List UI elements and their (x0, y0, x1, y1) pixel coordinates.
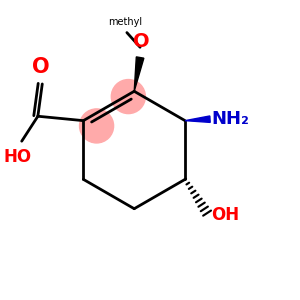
Polygon shape (185, 116, 210, 122)
Text: OH: OH (212, 206, 240, 224)
Text: methyl: methyl (108, 17, 142, 27)
Text: O: O (32, 58, 50, 77)
Text: HO: HO (3, 148, 32, 166)
Circle shape (80, 109, 114, 143)
Text: NH₂: NH₂ (212, 110, 249, 128)
Text: O: O (133, 32, 150, 51)
Circle shape (111, 80, 146, 114)
Polygon shape (134, 57, 144, 91)
